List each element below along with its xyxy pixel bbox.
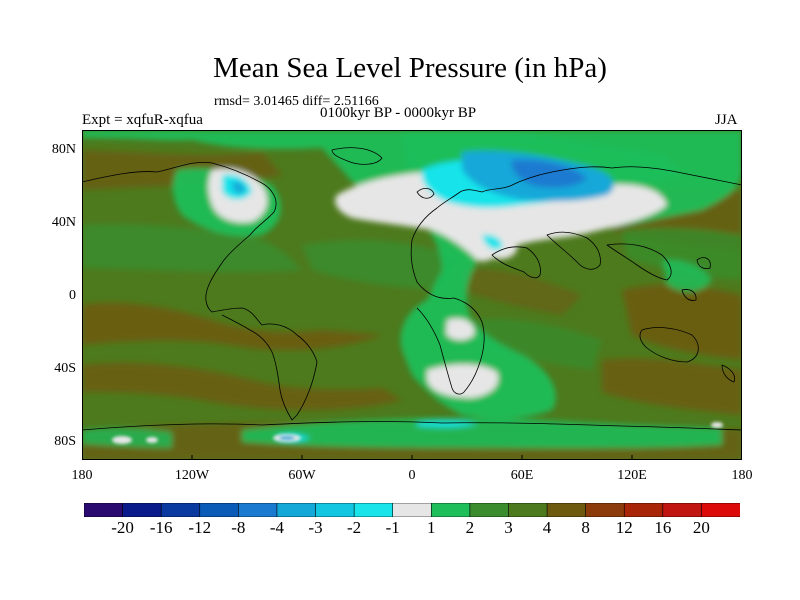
colorbar-label: 4 bbox=[542, 518, 552, 537]
colorbar-label: 1 bbox=[427, 518, 436, 537]
colorbar-label: 8 bbox=[581, 518, 590, 537]
colorbar-label: -1 bbox=[385, 518, 400, 537]
colorbar-cell bbox=[546, 503, 587, 517]
colorbar-label: -4 bbox=[269, 518, 285, 537]
lat-label-40n: 40N bbox=[51, 215, 76, 230]
lat-label-0: 0 bbox=[69, 288, 76, 303]
lat-label-40s: 40S bbox=[54, 361, 76, 376]
lat-label-80s: 80S bbox=[54, 434, 76, 449]
coastlines bbox=[82, 147, 742, 431]
colorbar-cell bbox=[84, 503, 124, 517]
lon-label-60e: 60E bbox=[510, 468, 534, 483]
lat-label-80n: 80N bbox=[51, 142, 76, 157]
colorbar-label: 12 bbox=[615, 518, 633, 537]
colorbar-label: 16 bbox=[654, 518, 672, 537]
colorbar-cell bbox=[701, 503, 740, 517]
colorbar-label: 20 bbox=[692, 518, 710, 537]
axis-ticks bbox=[191, 455, 633, 460]
colorbar-cell bbox=[276, 503, 317, 517]
colorbar-label: -2 bbox=[347, 518, 362, 537]
colorbar-cell bbox=[353, 503, 394, 517]
colorbar bbox=[84, 503, 740, 517]
colorbar-cell bbox=[392, 503, 432, 517]
colorbar-cell bbox=[199, 503, 239, 517]
experiment-label: Expt = xqfuR-xqfua bbox=[82, 112, 203, 128]
lon-label-180w: 180 bbox=[71, 468, 93, 483]
colorbar-cell bbox=[469, 503, 510, 517]
lon-label-120e: 120E bbox=[617, 468, 647, 483]
colorbar-cell bbox=[315, 503, 355, 517]
colorbar-cell bbox=[662, 503, 703, 517]
colorbar-cell bbox=[430, 503, 471, 517]
lon-label-0: 0 bbox=[408, 468, 416, 483]
colorbar-label: -12 bbox=[188, 518, 212, 537]
colorbar-label: -8 bbox=[231, 518, 246, 537]
colorbar-label: -16 bbox=[149, 518, 173, 537]
season-label: JJA bbox=[715, 112, 738, 128]
pressure-map bbox=[82, 130, 742, 460]
colorbar-cell bbox=[122, 503, 162, 517]
map-title: Mean Sea Level Pressure (in hPa) bbox=[213, 52, 607, 84]
stats-text: rmsd= 3.01465 diff= 2.51166 bbox=[214, 94, 379, 109]
colorbar-label: 3 bbox=[504, 518, 513, 537]
lon-label-60w: 60W bbox=[288, 468, 316, 483]
colorbar-label: 2 bbox=[465, 518, 475, 537]
colorbar-cell bbox=[585, 503, 625, 517]
period-text: 0100kyr BP - 0000kyr BP bbox=[320, 105, 477, 121]
colorbar-cell bbox=[623, 503, 664, 517]
colorbar-label: -3 bbox=[308, 518, 323, 537]
colorbar-label: -20 bbox=[111, 518, 134, 537]
colorbar-cell bbox=[160, 503, 201, 517]
colorbar-cell bbox=[238, 503, 278, 517]
small-features bbox=[112, 422, 723, 444]
lon-label-180e: 180 bbox=[731, 468, 753, 483]
colorbar-cell bbox=[508, 503, 548, 517]
lon-label-120w: 120W bbox=[174, 468, 210, 483]
